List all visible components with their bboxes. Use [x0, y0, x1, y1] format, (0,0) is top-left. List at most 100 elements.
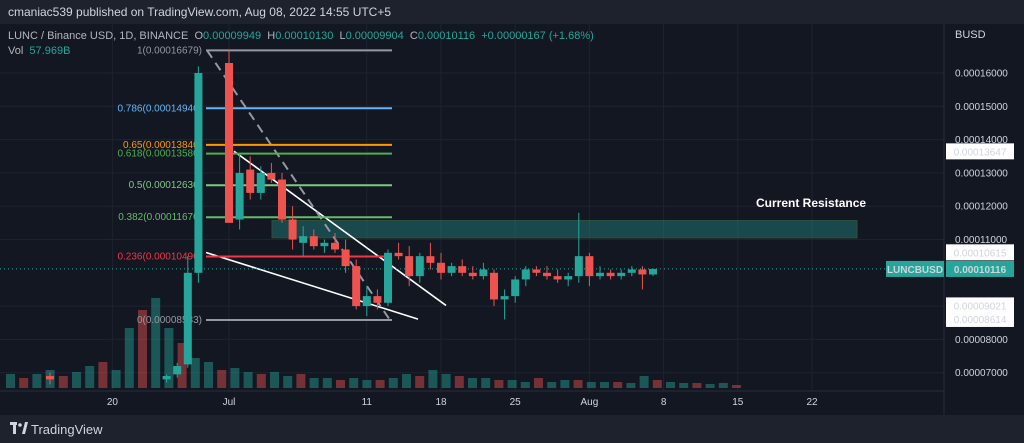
fib-level-label: 0.5(0.00012630) — [129, 180, 202, 191]
volume-bar — [19, 378, 29, 388]
candle — [225, 50, 233, 223]
candle — [341, 239, 350, 273]
volume-bar — [309, 378, 319, 388]
volume-bar — [138, 310, 147, 388]
candle-body — [638, 269, 647, 275]
price-tag — [946, 244, 1014, 261]
candle-body — [585, 256, 594, 277]
candle — [256, 166, 265, 200]
candle-body — [173, 366, 182, 375]
volume-bar — [402, 374, 411, 388]
candles — [46, 50, 657, 385]
grid — [0, 24, 944, 391]
price-label: 0.00008614 — [946, 310, 1014, 327]
open-value: 0.00009949 — [203, 30, 262, 42]
candle — [596, 266, 604, 280]
low-value: 0.00009904 — [345, 30, 404, 42]
candle-body — [415, 256, 424, 277]
candle-body — [246, 169, 255, 193]
candle-body — [447, 266, 456, 273]
candle — [384, 249, 392, 307]
price-tag — [946, 143, 1014, 160]
fib-level-label: 0.382(0.00011670) — [118, 212, 202, 223]
price-label: 0.00010615 — [946, 244, 1014, 261]
price-tag — [946, 310, 1014, 327]
candle-body — [331, 242, 339, 250]
volume-bar — [58, 376, 68, 388]
lower-trendline — [205, 251, 419, 320]
fib-level-label: 0.65(0.00013840) — [123, 140, 202, 151]
candle-body — [46, 376, 54, 380]
volume-bar — [573, 380, 583, 388]
change-value: +0.00000167 (+1.68%) — [481, 30, 594, 42]
price-axis[interactable]: 0.00016000 0.00015000 0.00014000 0.00013000… — [0, 24, 1014, 415]
volume-bar — [441, 374, 451, 388]
candle — [373, 289, 382, 310]
candle — [638, 266, 647, 290]
vol-label: Vol — [8, 45, 24, 57]
volume-bar — [111, 370, 121, 388]
candle-body — [320, 242, 329, 247]
fib-level-label: 1(0.00016679) — [137, 45, 202, 56]
volume-bar — [204, 362, 213, 388]
candlestick-chart[interactable]: 1(0.00016679) 0.786(0.00014940) 0.65(0.000… — [0, 0, 1024, 415]
candle-body — [564, 276, 573, 280]
candle — [447, 262, 456, 277]
volume-bar — [586, 382, 596, 388]
candle-body — [511, 279, 520, 297]
candle — [627, 266, 636, 277]
candle-body — [352, 266, 361, 307]
candle-body — [479, 269, 488, 277]
volume-bars — [6, 298, 741, 388]
candle — [553, 269, 562, 283]
volume-bar — [98, 362, 108, 388]
volume-bar — [600, 382, 609, 388]
time-axis[interactable]: 20 Jul 11 18 25 Aug 8 15 22 — [107, 397, 818, 408]
time-tick-label: 20 — [107, 397, 119, 408]
candle-body — [341, 249, 350, 267]
candle-body — [235, 172, 244, 220]
candle — [394, 242, 403, 260]
volume-bar — [547, 382, 557, 388]
candle-body — [384, 252, 392, 303]
price-tag — [946, 260, 1014, 277]
candle — [173, 362, 182, 378]
candle-body — [309, 236, 318, 247]
fibonacci-retracement: 1(0.00016679) 0.786(0.00014940) 0.65(0.000… — [117, 45, 392, 326]
volume-bar — [454, 376, 464, 388]
volume-bar — [560, 380, 570, 388]
volume-bar — [256, 374, 266, 388]
candle-body — [162, 376, 171, 380]
candle-body — [500, 296, 509, 300]
volume-bar — [468, 378, 477, 388]
time-tick-label: 22 — [806, 397, 818, 408]
time-tick-label: 25 — [510, 397, 522, 408]
low-label: L — [339, 30, 346, 42]
volume-bar — [349, 378, 359, 388]
price-label: 0.00013647 — [946, 143, 1014, 160]
price-tag-text: 0.00009021 — [954, 301, 1007, 312]
candle — [309, 229, 318, 250]
volume-bar — [613, 382, 623, 388]
candle-body — [543, 272, 551, 277]
candle — [479, 262, 488, 280]
chart-area[interactable] — [0, 24, 1024, 415]
volume-bar — [322, 378, 332, 388]
volume-bar — [151, 298, 161, 388]
time-tick-label: Aug — [581, 397, 599, 408]
candle — [458, 259, 467, 277]
volume-bar — [6, 374, 15, 388]
candle — [490, 269, 498, 307]
volume-bar — [72, 372, 81, 388]
volume-bar — [270, 372, 279, 388]
price-tick-label: 0.00008000 — [955, 335, 1008, 346]
symbol-name: LUNC / Binance USD, 1D, BINANCE — [8, 30, 189, 42]
candle-body — [627, 269, 636, 273]
fib-level-label: 0.618(0.00013580) — [117, 149, 202, 160]
fib-level-label: 0.786(0.00014940) — [117, 103, 202, 114]
symbol-tag-text: LUNCBUSD — [887, 265, 943, 276]
candle-body — [617, 272, 626, 277]
close-label: C — [409, 30, 418, 42]
candle-body — [606, 272, 615, 277]
price-tag — [946, 297, 1014, 314]
